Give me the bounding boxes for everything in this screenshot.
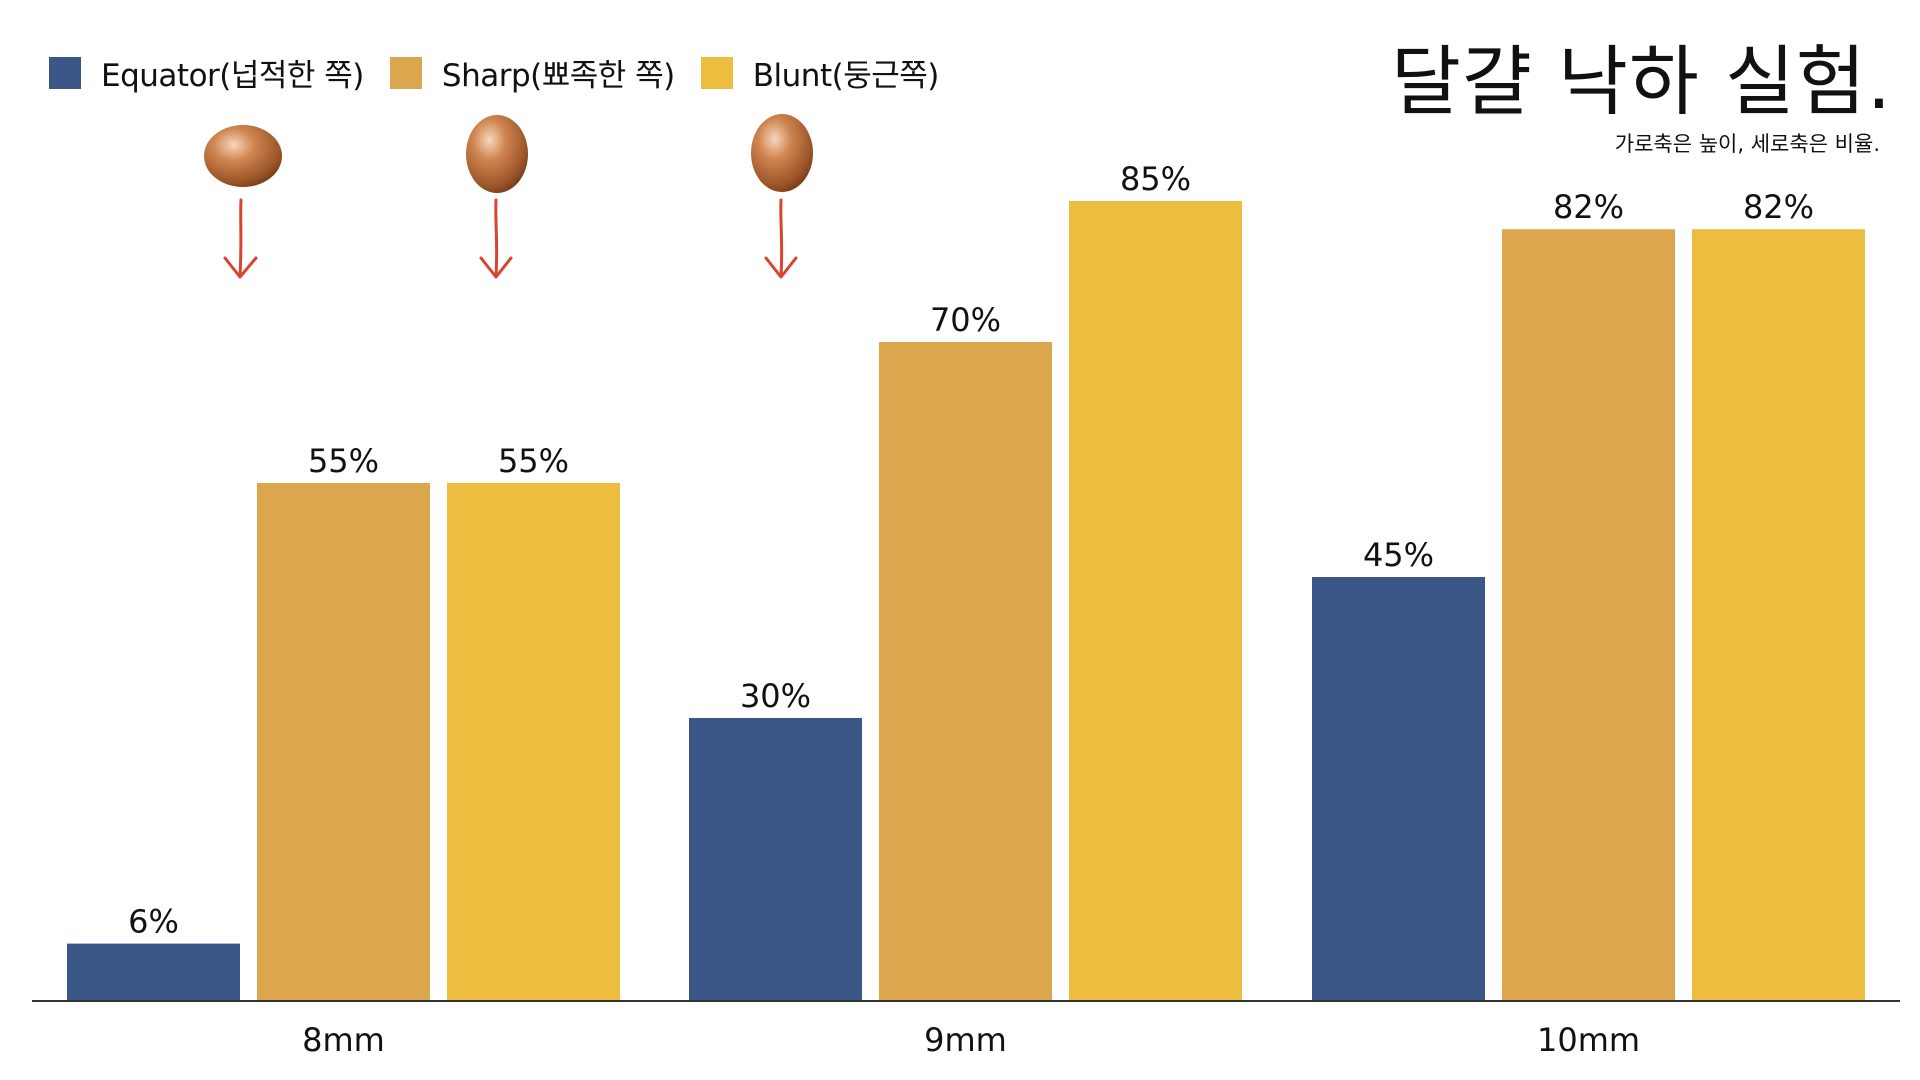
bar-value-label: 6%	[128, 903, 179, 941]
legend-label-sharp: Sharp(뾰족한 쪽)	[441, 58, 675, 94]
bar-value-label: 45%	[1363, 536, 1434, 574]
legend-label-blunt: Blunt(둥근쪽)	[752, 58, 940, 94]
legend-swatch-blunt	[700, 56, 733, 89]
bar-9mm-1	[879, 342, 1052, 1000]
x-tick-label: 8mm	[302, 1021, 385, 1059]
bar-value-label: 82%	[1553, 188, 1624, 226]
bar-10mm-0	[1312, 577, 1485, 1000]
bar-10mm-1	[1502, 229, 1675, 1000]
bar-9mm-2	[1069, 201, 1242, 1000]
bar-value-label: 55%	[498, 442, 569, 480]
bar-value-label: 82%	[1743, 188, 1814, 226]
legend-item-blunt: Blunt(둥근쪽)	[700, 50, 940, 95]
egg-icon-blunt	[751, 114, 813, 192]
bar-8mm-0	[67, 943, 240, 1000]
x-tick-label: 10mm	[1537, 1021, 1640, 1059]
bar-8mm-2	[447, 483, 620, 1000]
legend-label-equator: Equator(넙적한 쪽)	[101, 58, 364, 94]
legend-swatch-equator	[49, 56, 81, 89]
bar-value-label: 55%	[308, 442, 379, 480]
bar-value-label: 85%	[1120, 160, 1191, 198]
legend-swatch-sharp	[389, 56, 422, 89]
legend-item-equator: Equator(넙적한 쪽)	[49, 50, 364, 95]
bar-value-label: 30%	[740, 677, 811, 715]
down-arrow-icon-equator	[223, 198, 258, 279]
bar-10mm-2	[1692, 229, 1865, 1000]
legend: Equator(넙적한 쪽) Sharp(뾰족한 쪽) Blunt(둥근쪽)	[49, 50, 965, 95]
legend-item-sharp: Sharp(뾰족한 쪽)	[389, 50, 675, 95]
chart-subtitle: 가로축은 높이, 세로축은 비율.	[1614, 132, 1880, 156]
bar-9mm-0	[689, 718, 862, 1000]
down-arrow-icon-sharp	[479, 198, 513, 279]
x-tick-label: 9mm	[924, 1021, 1007, 1059]
egg-icon-sharp	[466, 115, 528, 193]
chart-title: 달걀 낙하 실험.	[1391, 37, 1892, 126]
down-arrow-icon-blunt	[764, 198, 798, 279]
bar-value-label: 70%	[930, 301, 1001, 339]
bar-8mm-1	[257, 483, 430, 1000]
egg-icon-equator	[204, 125, 282, 187]
